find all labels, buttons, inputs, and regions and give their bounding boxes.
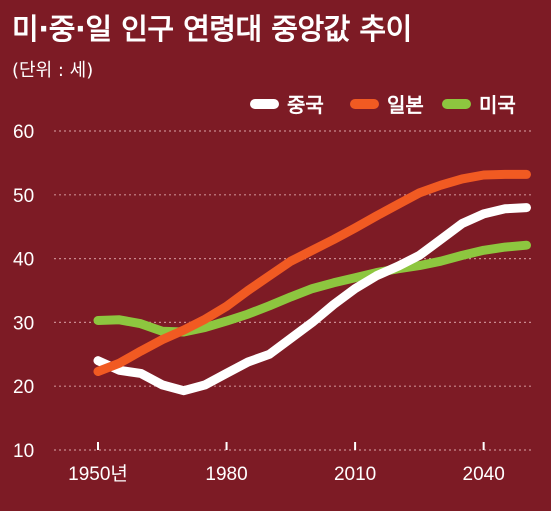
y-tick-label: 60	[13, 122, 34, 143]
y-tick-label: 20	[13, 377, 34, 398]
chart-title: 미·중·일 인구 연령대 중앙값 추이	[12, 12, 412, 46]
legend-label: 중국	[287, 93, 324, 117]
y-tick-label: 50	[13, 186, 34, 207]
series-line-1	[93, 169, 531, 376]
series-line-0	[93, 203, 531, 396]
x-tick-label: 1980	[205, 464, 247, 485]
legend-label: 미국	[479, 93, 516, 117]
legend-label: 일본	[387, 93, 424, 117]
x-tick-label: 2040	[463, 464, 505, 485]
y-tick-label: 10	[13, 441, 34, 462]
y-tick-label: 30	[13, 313, 34, 334]
y-tick-label: 40	[13, 250, 34, 271]
unit-label: (단위 : 세)	[12, 60, 94, 81]
x-tick-label: 2010	[334, 464, 376, 485]
x-tick-label: 1950년	[68, 463, 128, 485]
